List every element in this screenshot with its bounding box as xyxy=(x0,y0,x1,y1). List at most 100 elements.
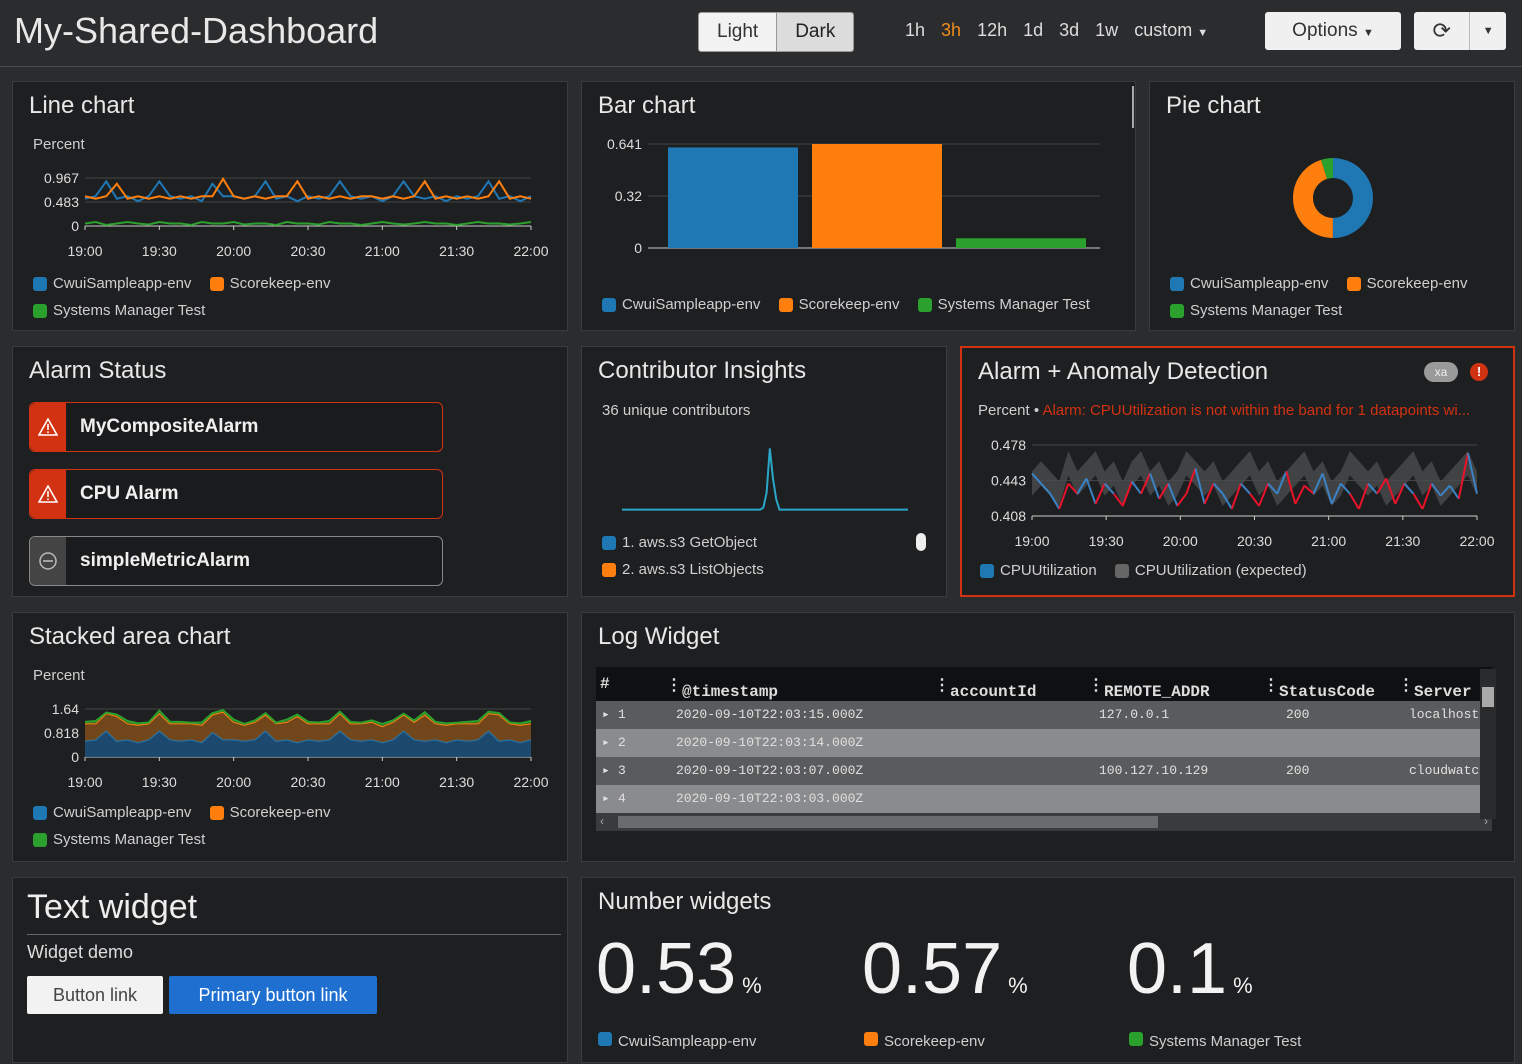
table-row[interactable]: ▸ 1 2020-09-10T22:03:15.000Z 127.0.0.1 2… xyxy=(596,701,1492,729)
column-header[interactable]: ⋮ @timestamp xyxy=(666,677,779,701)
column-header[interactable]: ⋮ Server xyxy=(1398,677,1472,701)
column-header-label: accountId xyxy=(950,683,1037,701)
legend-item[interactable]: CwuiSampleapp-env xyxy=(602,296,760,313)
button-link[interactable]: Button link xyxy=(27,976,163,1014)
column-header-label: StatusCode xyxy=(1279,683,1376,701)
widget-badge[interactable]: xa xyxy=(1424,362,1458,382)
metric-unit: % xyxy=(742,973,762,998)
y-tick-label: 0.478 xyxy=(991,437,1026,453)
y-tick-label: 0.818 xyxy=(44,725,79,741)
table-row[interactable]: ▸ 2 2020-09-10T22:03:14.000Z xyxy=(596,729,1492,757)
legend-item[interactable]: Systems Manager Test xyxy=(33,299,205,323)
legend-item[interactable]: CwuiSampleapp-env xyxy=(33,272,191,296)
y-tick-label: 0.641 xyxy=(607,136,642,152)
cell-timestamp: 2020-09-10T22:03:03.000Z xyxy=(676,791,864,806)
legend-item[interactable]: CwuiSampleapp-env xyxy=(1170,272,1328,296)
legend-scrollbar[interactable] xyxy=(916,533,926,551)
table-row[interactable]: ▸ 4 2020-09-10T22:03:03.000Z xyxy=(596,785,1492,813)
legend-item[interactable]: Systems Manager Test xyxy=(33,828,205,852)
theme-dark-button[interactable]: Dark xyxy=(776,13,854,51)
series-segment xyxy=(1385,478,1397,505)
warning-icon xyxy=(30,403,66,451)
expand-row-icon[interactable]: ▸ xyxy=(602,735,610,750)
legend-item[interactable]: CPUUtilization xyxy=(980,562,1097,579)
series-segment xyxy=(1221,493,1233,510)
area-layer xyxy=(85,730,531,757)
expand-row-icon[interactable]: ▸ xyxy=(602,707,610,722)
bar-chart: 0.641 0.32 0 xyxy=(607,136,1100,256)
options-button[interactable]: Options ▼ xyxy=(1265,12,1401,50)
contributor-insights-widget: Contributor Insights 36 unique contribut… xyxy=(581,346,947,597)
legend-item[interactable]: CPUUtilization (expected) xyxy=(1114,562,1307,579)
range-1h[interactable]: 1h xyxy=(905,20,926,40)
legend-label: Systems Manager Test xyxy=(937,296,1090,313)
range-1w[interactable]: 1w xyxy=(1095,20,1119,40)
refresh-icon[interactable]: ⟳ xyxy=(1414,12,1471,50)
legend-item[interactable]: Scorekeep-env xyxy=(209,272,330,296)
metric-legend-item[interactable]: Systems Manager Test xyxy=(1129,1032,1301,1050)
range-custom[interactable]: custom ▼ xyxy=(1134,20,1208,41)
series-segment xyxy=(1466,452,1478,494)
table-row[interactable]: ▸ 3 2020-09-10T22:03:07.000Z 100.127.10.… xyxy=(596,757,1492,785)
series-segment xyxy=(1357,483,1369,510)
range-3h[interactable]: 3h xyxy=(941,20,962,40)
expand-row-icon[interactable]: ▸ xyxy=(602,791,610,806)
column-header[interactable]: ⋮ StatusCode xyxy=(1263,677,1376,701)
legend-label: CwuiSampleapp-env xyxy=(53,804,192,821)
bar xyxy=(812,144,942,248)
column-header[interactable]: ⋮ accountId xyxy=(934,677,1037,701)
legend-label: Scorekeep-env xyxy=(229,804,331,821)
range-1d[interactable]: 1d xyxy=(1023,20,1044,40)
pie-slice xyxy=(1293,158,1373,238)
legend-label: CwuiSampleapp-env xyxy=(622,296,761,313)
legend-item[interactable]: Systems Manager Test xyxy=(1170,299,1342,323)
expand-row-icon[interactable]: ▸ xyxy=(602,763,610,778)
legend-item[interactable]: Scorekeep-env xyxy=(778,296,899,313)
legend-item[interactable]: 2. aws.s3 ListObjects xyxy=(602,558,764,582)
series-segment xyxy=(1403,482,1415,495)
scrollbar-thumb[interactable] xyxy=(1482,687,1494,707)
legend-item[interactable]: CwuiSampleapp-env xyxy=(33,801,191,825)
alarm-indicator-icon[interactable]: ! xyxy=(1470,363,1488,381)
series-segment xyxy=(1412,493,1424,510)
range-12h[interactable]: 12h xyxy=(977,20,1008,40)
x-tick-label: 20:00 xyxy=(1163,533,1198,549)
scroll-right-icon[interactable]: › xyxy=(1484,814,1488,828)
refresh-options-dropdown[interactable]: ▼ xyxy=(1482,25,1494,37)
alarm-item[interactable]: simpleMetricAlarm xyxy=(29,536,443,586)
horizontal-scrollbar[interactable]: ‹ › xyxy=(596,813,1492,831)
primary-button-link[interactable]: Primary button link xyxy=(169,976,377,1014)
legend-label: Scorekeep-env xyxy=(884,1033,985,1050)
x-tick-label: 21:00 xyxy=(365,774,400,790)
scrollbar-thumb[interactable] xyxy=(618,816,1158,828)
x-tick-label: 20:00 xyxy=(216,774,251,790)
theme-light-button[interactable]: Light xyxy=(699,13,777,51)
legend-swatch xyxy=(33,806,47,820)
scroll-left-icon[interactable]: ‹ xyxy=(600,814,604,828)
column-header[interactable]: ⋮ REMOTE_ADDR xyxy=(1088,677,1210,701)
cell-timestamp: 2020-09-10T22:03:07.000Z xyxy=(676,763,864,778)
vertical-scrollbar[interactable] xyxy=(1480,669,1496,819)
metric-unit: % xyxy=(1008,973,1028,998)
legend-item[interactable]: Scorekeep-env xyxy=(1346,272,1467,296)
legend-item[interactable]: Systems Manager Test xyxy=(917,296,1090,313)
series-segment xyxy=(1085,478,1097,505)
legend-swatch xyxy=(1170,304,1184,318)
widget-title: Bar chart xyxy=(598,92,696,119)
alarm-item[interactable]: MyCompositeAlarm xyxy=(29,402,443,452)
range-3d[interactable]: 3d xyxy=(1059,20,1080,40)
metric-legend-item[interactable]: Scorekeep-env xyxy=(864,1032,985,1050)
column-header-label: Server xyxy=(1414,683,1472,701)
resize-handle[interactable] xyxy=(1132,86,1134,128)
legend-item[interactable]: Scorekeep-env xyxy=(209,801,331,825)
column-header[interactable]: # xyxy=(600,675,610,693)
metric-number: 0.1 xyxy=(1127,929,1228,1009)
area-layer xyxy=(85,710,531,727)
legend-swatch xyxy=(864,1032,878,1046)
alarm-item[interactable]: CPU Alarm xyxy=(29,469,443,519)
legend-swatch xyxy=(1129,1032,1143,1046)
warning-icon xyxy=(30,470,66,518)
metric-legend-item[interactable]: CwuiSampleapp-env xyxy=(598,1032,756,1050)
legend-item[interactable]: 1. aws.s3 GetObject xyxy=(602,531,757,555)
area-line xyxy=(84,709,532,725)
